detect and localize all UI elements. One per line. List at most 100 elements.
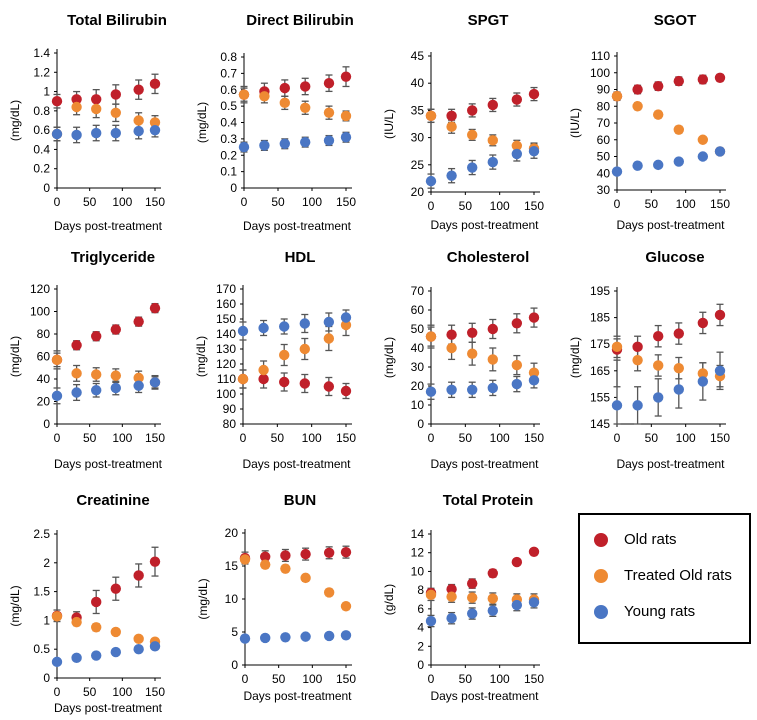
- data-point-young-rats: [340, 312, 352, 323]
- data-point-old-rats: [528, 312, 540, 323]
- x-axis-label-creatinine: Days post-treatment: [54, 701, 163, 715]
- y-tick-label: 0.7: [220, 66, 237, 80]
- x-axis-label-triglyceride: Days post-treatment: [54, 457, 163, 471]
- data-point-treated-old-rats: [487, 593, 498, 604]
- y-tick-label: 60: [37, 350, 51, 364]
- y-tick-label: 120: [30, 282, 50, 296]
- data-point-treated-old-rats: [91, 369, 102, 380]
- data-point-treated-old-rats: [238, 89, 250, 100]
- data-point-treated-old-rats: [487, 135, 498, 146]
- x-tick-label: 50: [83, 431, 97, 445]
- x-tick-label: 100: [490, 431, 510, 445]
- data-point-treated-old-rats: [323, 333, 335, 344]
- data-point-young-rats: [673, 156, 684, 167]
- data-point-treated-old-rats: [340, 601, 352, 612]
- y-tick-label: 45: [411, 49, 425, 63]
- x-tick-label: 150: [710, 431, 730, 445]
- data-point-young-rats: [425, 175, 437, 187]
- data-point-old-rats: [280, 550, 291, 561]
- data-point-treated-old-rats: [110, 626, 122, 638]
- y-tick-label: 100: [30, 305, 50, 319]
- y-tick-label: 30: [597, 183, 611, 197]
- y-tick-label: 40: [411, 76, 425, 90]
- y-tick-label: 8: [417, 583, 424, 597]
- y-tick-label: 10: [225, 592, 239, 606]
- data-point-old-rats: [511, 318, 523, 329]
- data-point-old-rats: [258, 373, 269, 385]
- data-point-young-rats: [528, 146, 540, 157]
- data-point-old-rats: [279, 376, 290, 388]
- data-point-treated-old-rats: [260, 559, 271, 570]
- x-axis-label-total-protein: Days post-treatment: [430, 689, 539, 703]
- y-tick-label: 0: [43, 671, 50, 685]
- data-point-old-rats: [323, 547, 335, 558]
- data-point-young-rats: [323, 135, 335, 146]
- y-tick-label: 14: [411, 527, 425, 541]
- y-tick-label: 0: [417, 417, 424, 431]
- y-tick-label: 0.8: [33, 104, 50, 118]
- x-tick-label: 150: [524, 672, 544, 686]
- data-point-treated-old-rats: [279, 97, 290, 109]
- data-point-old-rats: [260, 551, 271, 562]
- y-tick-label: 35: [411, 103, 425, 117]
- y-tick-label: 40: [37, 372, 51, 386]
- x-axis-label-direct-bilirubin: Days post-treatment: [243, 219, 352, 233]
- data-point-old-rats: [300, 81, 311, 92]
- data-point-young-rats: [299, 318, 310, 329]
- y-axis-label-glucose: (mg/dL): [568, 337, 582, 378]
- y-axis-label-hdl: (mg/dL): [194, 336, 208, 377]
- data-point-young-rats: [511, 148, 523, 160]
- y-tick-label: 195: [590, 284, 610, 298]
- panel-total-protein: Total Protein 0 2 4 6 8 10 12 14 0 50 100 150 Days po…: [382, 492, 544, 703]
- data-point-treated-old-rats: [425, 589, 437, 601]
- data-point-treated-old-rats: [279, 349, 290, 361]
- y-tick-label: 12: [411, 546, 425, 560]
- panel-triglyceride: Triglyceride 0 20 40 60 80 100 120 0 50 100 150 Days…: [8, 249, 165, 471]
- data-point-young-rats: [71, 387, 82, 398]
- y-tick-label: 130: [216, 342, 236, 356]
- data-point-young-rats: [511, 599, 523, 611]
- data-point-old-rats: [673, 75, 684, 87]
- data-point-young-rats: [697, 151, 709, 162]
- data-point-treated-old-rats: [487, 354, 498, 365]
- data-point-old-rats: [446, 329, 457, 340]
- data-point-treated-old-rats: [632, 354, 643, 366]
- data-point-young-rats: [149, 377, 161, 388]
- data-point-treated-old-rats: [91, 103, 102, 115]
- x-tick-label: 0: [54, 195, 61, 209]
- y-tick-label: 50: [597, 150, 611, 164]
- data-point-young-rats: [300, 136, 311, 148]
- data-point-young-rats: [425, 615, 437, 627]
- data-point-old-rats: [299, 378, 310, 389]
- data-point-treated-old-rats: [71, 101, 82, 113]
- panel-title-direct-bilirubin: Direct Bilirubin: [246, 12, 354, 29]
- data-point-treated-old-rats: [697, 368, 709, 379]
- y-tick-label: 110: [591, 49, 610, 63]
- y-axis-label-spgt: (IU/L): [382, 109, 396, 139]
- y-tick-label: 5: [231, 625, 238, 639]
- data-point-young-rats: [528, 597, 540, 608]
- data-point-young-rats: [237, 325, 249, 337]
- panel-total-bilirubin: Total Bilirubin 0 0.2 0.4 0.6 0.8 1 1.2 1.4 0 50 10…: [8, 12, 167, 233]
- data-point-treated-old-rats: [299, 343, 310, 355]
- y-tick-label: 40: [411, 341, 425, 355]
- y-tick-label: 0.4: [220, 116, 237, 130]
- data-point-treated-old-rats: [133, 372, 144, 384]
- data-point-young-rats: [340, 132, 352, 143]
- data-point-old-rats: [323, 78, 335, 89]
- y-tick-label: 160: [216, 297, 236, 311]
- x-tick-label: 100: [302, 195, 322, 209]
- x-tick-label: 50: [272, 672, 286, 686]
- data-point-old-rats: [714, 72, 726, 83]
- data-point-young-rats: [487, 382, 498, 394]
- y-tick-label: 0: [417, 658, 424, 672]
- y-tick-label: 50: [411, 322, 425, 336]
- y-tick-label: 20: [225, 526, 239, 540]
- x-tick-label: 0: [54, 431, 61, 445]
- data-point-treated-old-rats: [259, 91, 270, 102]
- x-axis-label-bun: Days post-treatment: [243, 689, 352, 703]
- legend-label-young-rats: Young rats: [624, 603, 696, 620]
- data-point-young-rats: [487, 605, 498, 616]
- y-axis-label-bun: (mg/dL): [196, 578, 210, 619]
- panel-glucose: Glucose 145 155 165 175 185 195 0 50 100 150 Days p…: [568, 249, 730, 471]
